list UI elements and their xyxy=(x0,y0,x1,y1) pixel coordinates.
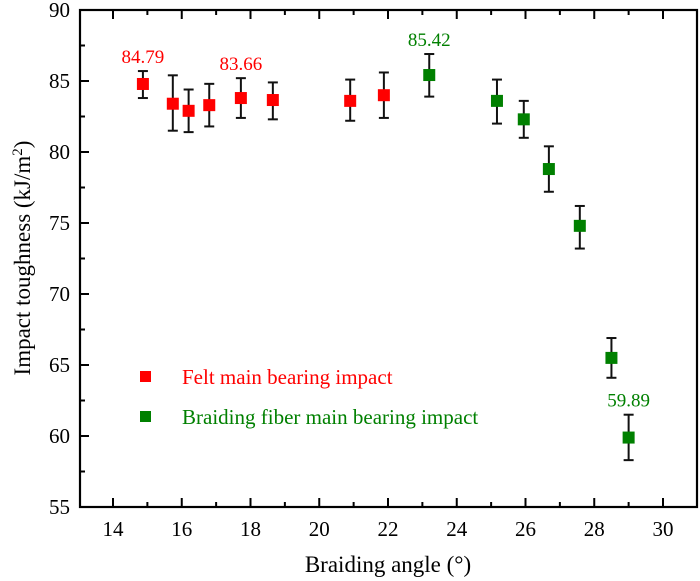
braiding-data-point xyxy=(423,69,436,82)
y-tick-label: 75 xyxy=(49,211,70,235)
braiding-data-point xyxy=(622,431,635,444)
markers-layer xyxy=(136,69,635,444)
legend-marker-braiding xyxy=(140,411,151,422)
x-tick-label: 28 xyxy=(584,517,605,541)
felt-data-point xyxy=(203,99,216,112)
felt-data-point xyxy=(182,104,195,117)
data-label: 85.42 xyxy=(408,30,451,51)
braiding-data-point xyxy=(573,219,586,232)
felt-data-point xyxy=(234,92,247,105)
y-tick-label: 85 xyxy=(49,69,70,93)
y-axis-title-main: Impact toughness (kJ/m xyxy=(10,156,35,376)
data-label: 83.66 xyxy=(220,54,263,75)
x-tick-label: 26 xyxy=(515,517,536,541)
x-tick-label: 30 xyxy=(653,517,674,541)
felt-data-point xyxy=(377,89,390,102)
plot-frame xyxy=(78,8,699,509)
braiding-data-point xyxy=(605,351,618,364)
felt-data-point xyxy=(344,94,357,107)
felt-data-point xyxy=(166,97,179,110)
braiding-data-point xyxy=(542,163,555,176)
felt-data-point xyxy=(136,77,149,90)
errorbars-layer xyxy=(137,53,634,462)
legend-marker-felt xyxy=(140,371,151,382)
braiding-data-point xyxy=(490,94,503,107)
y-tick-label: 60 xyxy=(49,424,70,448)
y-axis-title-superscript: 2 xyxy=(10,148,26,156)
y-tick-label: 65 xyxy=(49,353,70,377)
x-tick-label: 24 xyxy=(446,517,468,541)
felt-data-point xyxy=(266,94,279,107)
x-tick-label: 14 xyxy=(103,517,125,541)
braiding-data-point xyxy=(517,113,530,126)
legend: Felt main bearing impact Braiding fiber … xyxy=(140,365,478,429)
data-label: 84.79 xyxy=(122,47,165,68)
legend-label-felt: Felt main bearing impact xyxy=(182,365,393,389)
y-axis-title: Impact toughness (kJ/m2) xyxy=(10,141,35,376)
x-axis-title: Braiding angle (°) xyxy=(305,552,471,577)
x-tick-label: 18 xyxy=(240,517,261,541)
x-tick-label: 16 xyxy=(171,517,192,541)
legend-label-braiding: Braiding fiber main bearing impact xyxy=(182,405,478,429)
y-tick-label: 70 xyxy=(49,282,70,306)
annotations-layer: 84.79 83.66 85.42 59.89 xyxy=(122,30,650,412)
y-tick-label: 80 xyxy=(49,140,70,164)
y-tick-label: 55 xyxy=(49,495,70,519)
y-tick-label: 90 xyxy=(49,0,70,22)
data-label: 59.89 xyxy=(607,391,650,412)
x-tick-label: 20 xyxy=(309,517,330,541)
ticks-layer: 14 16 18 20 22 24 26 28 30 55 60 65 70 75 80 85 90 xyxy=(49,0,674,541)
x-tick-label: 22 xyxy=(378,517,399,541)
y-axis-title-close: ) xyxy=(10,141,35,149)
